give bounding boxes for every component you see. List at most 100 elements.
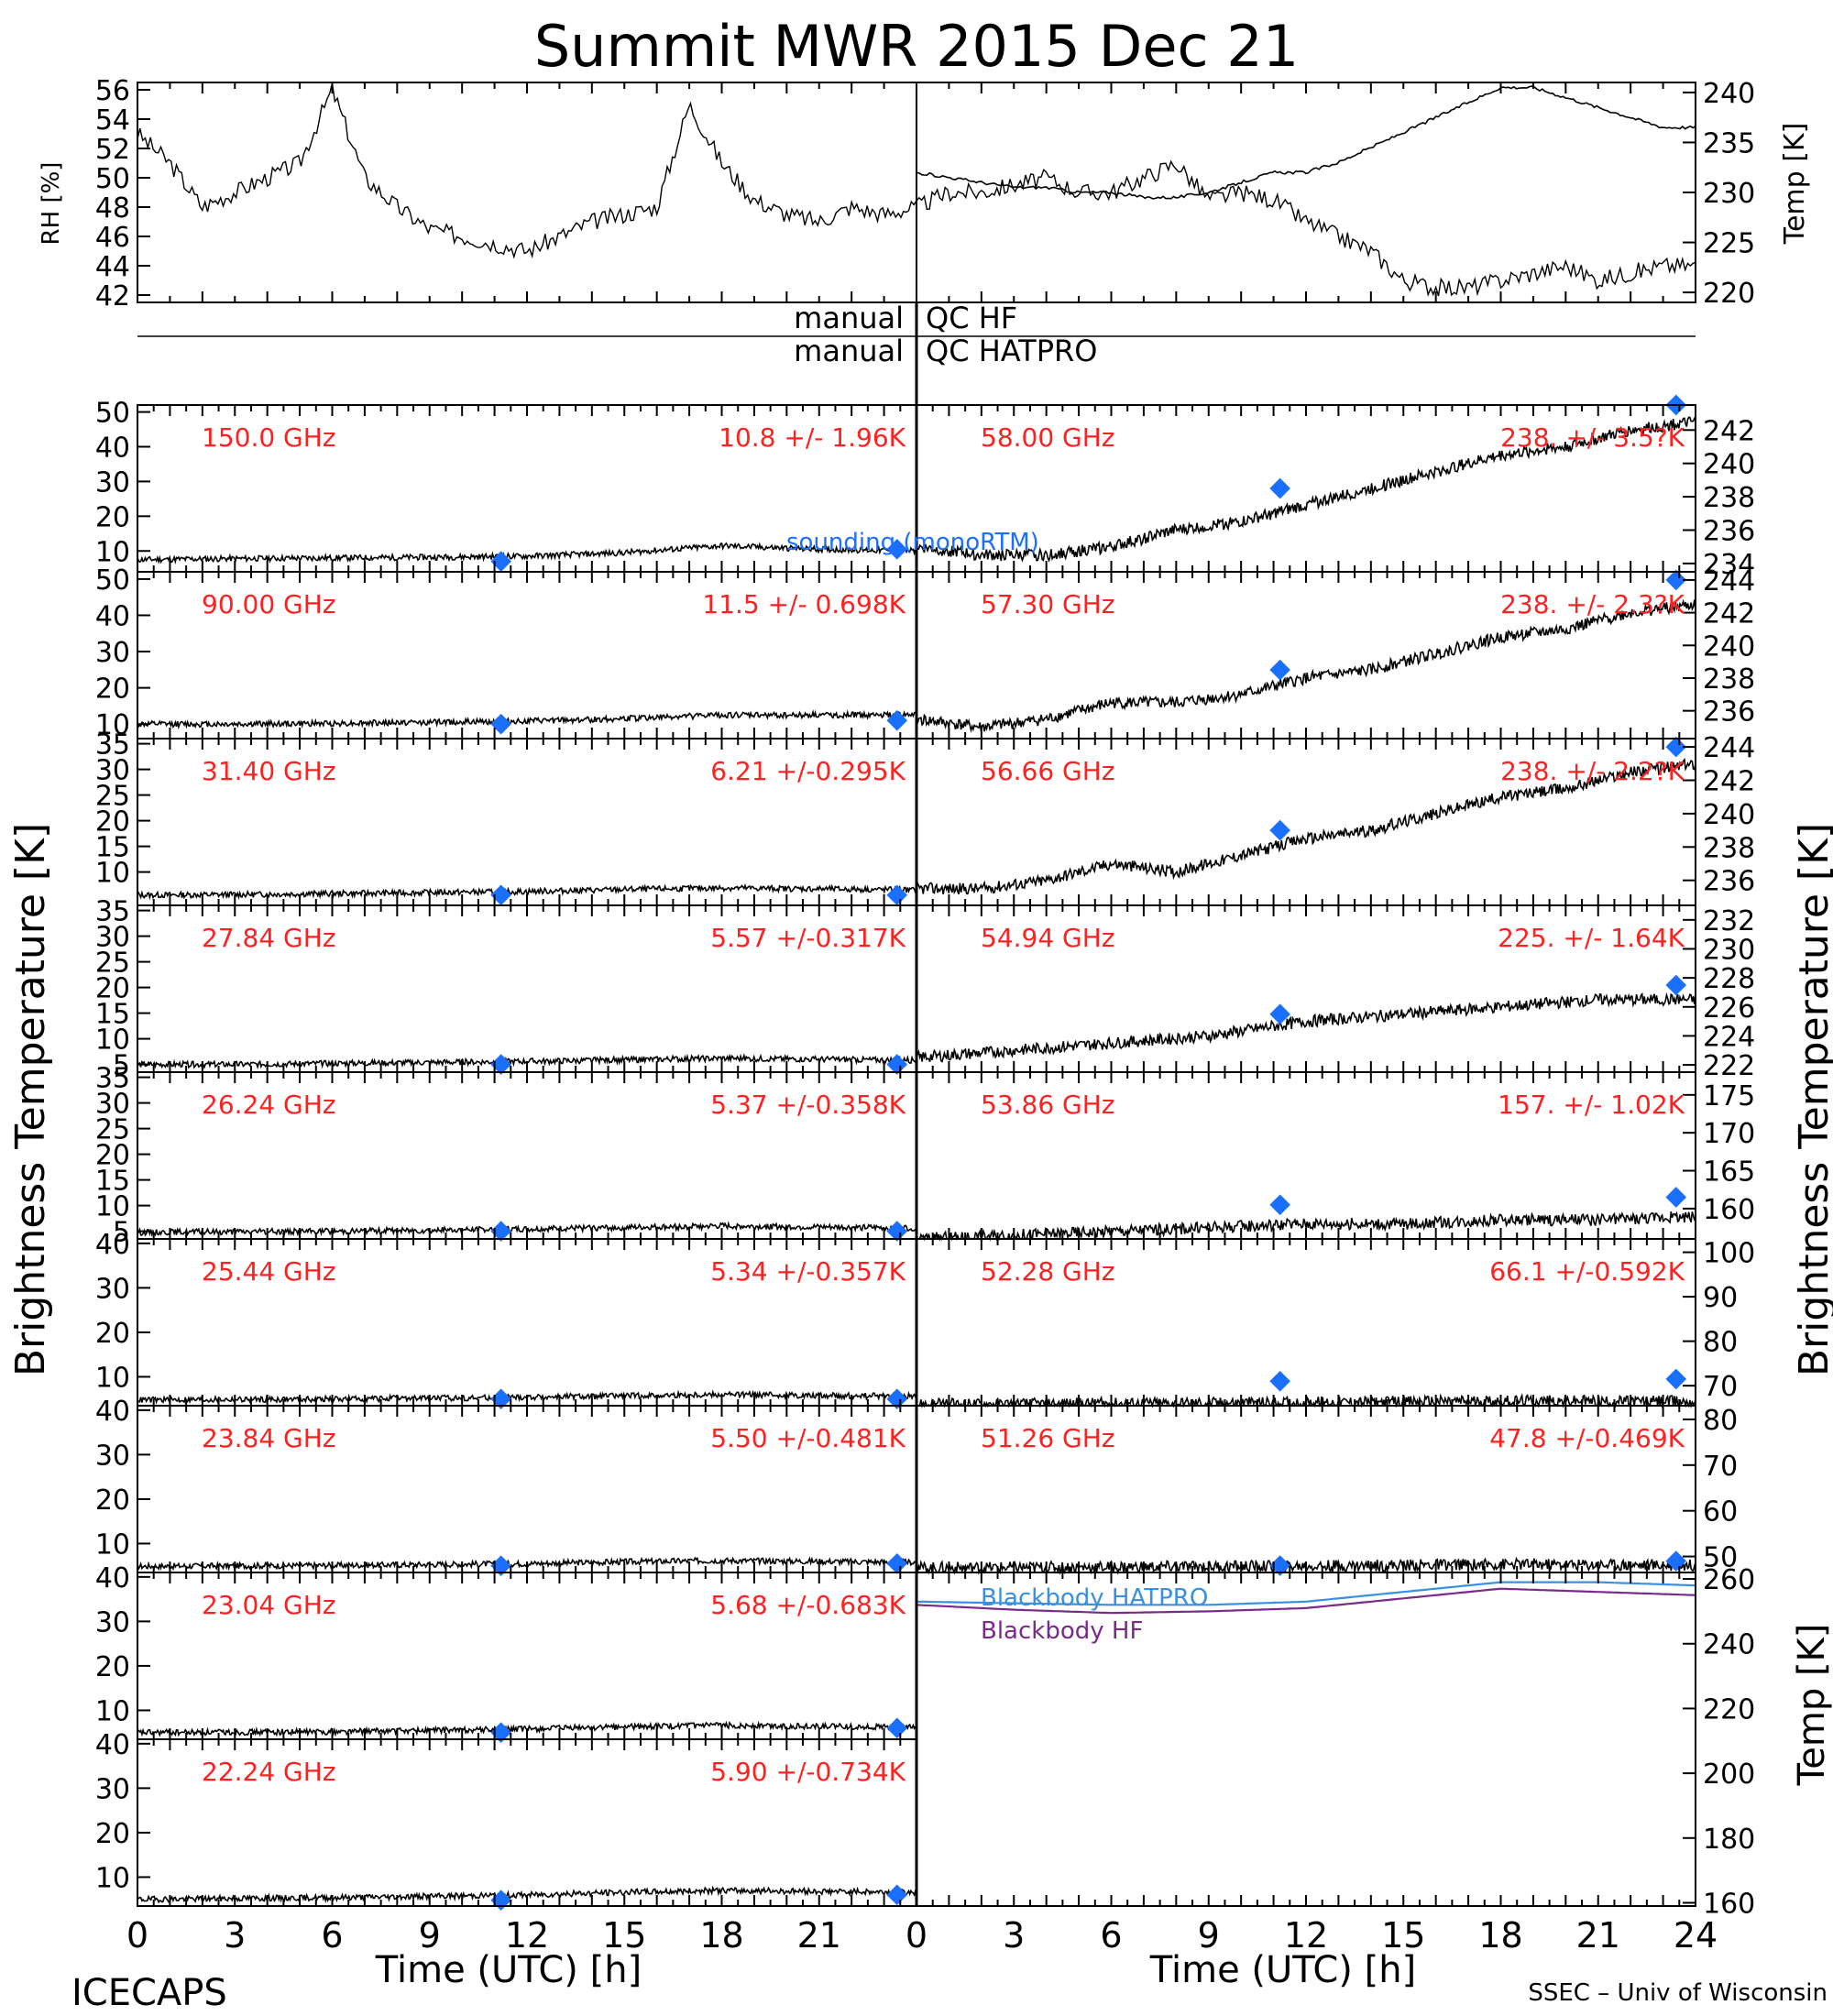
panel-52-28-ytick-label: 70: [1703, 1371, 1738, 1403]
rh-ytick-label: 46: [95, 222, 130, 254]
panel-150-0-ytick-label: 30: [95, 466, 130, 499]
rh-ytick-label: 48: [95, 192, 130, 225]
panel-52-28-stat-label: 66.1 +/-0.592K: [1489, 1256, 1685, 1287]
panel-23-04-ytick-label: 40: [95, 1562, 130, 1594]
x-tick-label-right: 24: [1674, 1915, 1718, 1956]
x-tick-label-right: 18: [1478, 1915, 1522, 1956]
panel-57-30-stat-label: 238. +/- 2.3?K: [1500, 589, 1685, 619]
panel-57-30-ytick-label: 238: [1703, 663, 1755, 696]
panel-52-28-ytick-label: 90: [1703, 1282, 1738, 1314]
panel-150-0-ytick-label: 10: [95, 536, 130, 568]
panel-58-00-ytick-label: 238: [1703, 482, 1755, 514]
panel-27-84-channel-label: 27.84 GHz: [202, 923, 336, 953]
panel-51-26-ytick-label: 80: [1703, 1405, 1738, 1437]
panel-31-40-sounding-marker: [490, 884, 511, 906]
panel-90-00-series-line: [137, 709, 917, 730]
panel-51-26-ytick-label: 60: [1703, 1496, 1738, 1528]
panel-27-84-ytick-label: 35: [95, 896, 130, 928]
panel-57-30-series-line: [916, 598, 1696, 733]
qc-hatpro-right: QC HATPRO: [926, 334, 1097, 368]
temp-ytick-label: 225: [1703, 228, 1755, 260]
panel-31-40-ytick-label: 35: [95, 729, 130, 761]
temp-top-ylabel: Temp [K]: [1779, 123, 1811, 246]
blackbody-ytick-label: 240: [1703, 1629, 1755, 1661]
panel-150-0-sounding-marker: [490, 551, 511, 572]
panel-90-00-stat-label: 11.5 +/- 0.698K: [702, 589, 906, 619]
blackbody-ytick-label: 260: [1703, 1564, 1755, 1596]
panel-58-00-ytick-label: 236: [1703, 516, 1755, 548]
x-tick-label-right: 3: [1003, 1915, 1025, 1956]
panel-31-40-ytick-label: 20: [95, 806, 130, 838]
panel-23-04-ytick-label: 10: [95, 1695, 130, 1727]
panel-26-24-ytick-label: 30: [95, 1089, 130, 1121]
rh-ytick-label: 50: [95, 163, 130, 195]
panel-90-00-ytick-label: 50: [95, 564, 130, 597]
panel-27-84-ytick-label: 20: [95, 973, 130, 1005]
x-axis-label-left: Time (UTC) [h]: [375, 1949, 642, 1991]
panel-27-84-ytick-label: 25: [95, 948, 130, 980]
panel-150-0-stat-label: 10.8 +/- 1.96K: [719, 422, 906, 453]
x-tick-label-right: 12: [1284, 1915, 1328, 1956]
panel-51-26-sounding-marker: [1269, 1555, 1290, 1576]
panel-54-94-ytick-label: 224: [1703, 1021, 1755, 1053]
bb-hf-legend: Blackbody HF: [981, 1617, 1143, 1645]
panel-25-44-ytick-label: 20: [95, 1318, 130, 1350]
panel-23-04-sounding-marker: [886, 1717, 908, 1739]
panel-57-30-ytick-label: 240: [1703, 630, 1755, 663]
panel-90-00-sounding-marker: [886, 709, 908, 731]
panel-56-66-stat-label: 238. +/- 2.2?K: [1500, 756, 1685, 786]
panel-56-66-ytick-label: 242: [1703, 766, 1755, 798]
panel-57-30-channel-label: 57.30 GHz: [981, 589, 1115, 619]
x-tick-label-left: 12: [505, 1915, 549, 1956]
x-tick-label-right: 9: [1198, 1915, 1220, 1956]
panel-54-94-sounding-marker: [1269, 1003, 1290, 1025]
panel-58-00-stat-label: 238. +/- 3.5?K: [1500, 422, 1685, 453]
x-tick-label-left: 9: [419, 1915, 441, 1956]
panel-26-24-ytick-label: 5: [113, 1217, 130, 1249]
panel-26-24-sounding-marker: [886, 1221, 908, 1242]
panel-23-04-channel-label: 23.04 GHz: [202, 1590, 336, 1620]
panel-51-26-ytick-label: 70: [1703, 1451, 1738, 1483]
x-tick-label-left: 15: [602, 1915, 646, 1956]
panel-23-84-sounding-marker: [490, 1555, 511, 1577]
temp-ytick-label: 240: [1703, 78, 1755, 110]
panel-26-24-channel-label: 26.24 GHz: [202, 1090, 336, 1120]
x-tick-label-left: 0: [126, 1915, 148, 1956]
footer-ssec: SSEC – Univ of Wisconsin: [1528, 1979, 1828, 2007]
panel-27-84-ytick-label: 30: [95, 922, 130, 954]
panel-53-86-sounding-marker: [1665, 1187, 1687, 1208]
panel-31-40-ytick-label: 15: [95, 832, 130, 864]
panel-150-0-ytick-label: 40: [95, 433, 130, 465]
panel-22-24-ytick-label: 30: [95, 1773, 130, 1805]
x-tick-label-left: 21: [797, 1915, 841, 1956]
panel-25-44-ytick-label: 10: [95, 1362, 130, 1394]
panel-25-44-ytick-label: 40: [95, 1229, 130, 1261]
panel-27-84-sounding-marker: [886, 1054, 908, 1075]
qc-hatpro-left: manual: [794, 334, 904, 368]
x-tick-label-right: 0: [906, 1915, 927, 1956]
panel-90-00-ytick-label: 20: [95, 674, 130, 706]
panel-26-24-stat-label: 5.37 +/-0.358K: [710, 1090, 906, 1120]
rh-ytick-label: 56: [95, 75, 130, 107]
panel-54-94-ytick-label: 228: [1703, 963, 1755, 995]
temp-ytick-label: 220: [1703, 278, 1755, 310]
panel-150-0-series-line: [137, 542, 917, 565]
panel-58-00-sounding-marker: [1269, 477, 1290, 499]
x-tick-label-right: 15: [1381, 1915, 1425, 1956]
temp-ytick-label: 230: [1703, 178, 1755, 210]
panel-31-40-stat-label: 6.21 +/-0.295K: [710, 756, 906, 786]
panel-54-94-stat-label: 225. +/- 1.64K: [1498, 923, 1685, 953]
panel-56-66-channel-label: 56.66 GHz: [981, 756, 1115, 786]
panel-52-28-channel-label: 52.28 GHz: [981, 1256, 1115, 1287]
panel-150-0-ytick-label: 20: [95, 501, 130, 533]
panel-25-44-channel-label: 25.44 GHz: [202, 1256, 336, 1287]
panel-57-30-ytick-label: 244: [1703, 565, 1755, 597]
panel-58-00-ytick-label: 234: [1703, 549, 1755, 581]
temp-bottom-ylabel: Temp [K]: [1791, 1624, 1833, 1787]
panel-23-04-sounding-marker: [490, 1722, 511, 1744]
panel-51-26-channel-label: 51.26 GHz: [981, 1423, 1115, 1453]
panel-56-66-sounding-marker: [1665, 736, 1687, 758]
panel-23-84-ytick-label: 10: [95, 1528, 130, 1561]
panel-53-86-ytick-label: 175: [1703, 1080, 1755, 1112]
panel-58-00-channel-label: 58.00 GHz: [981, 422, 1115, 453]
